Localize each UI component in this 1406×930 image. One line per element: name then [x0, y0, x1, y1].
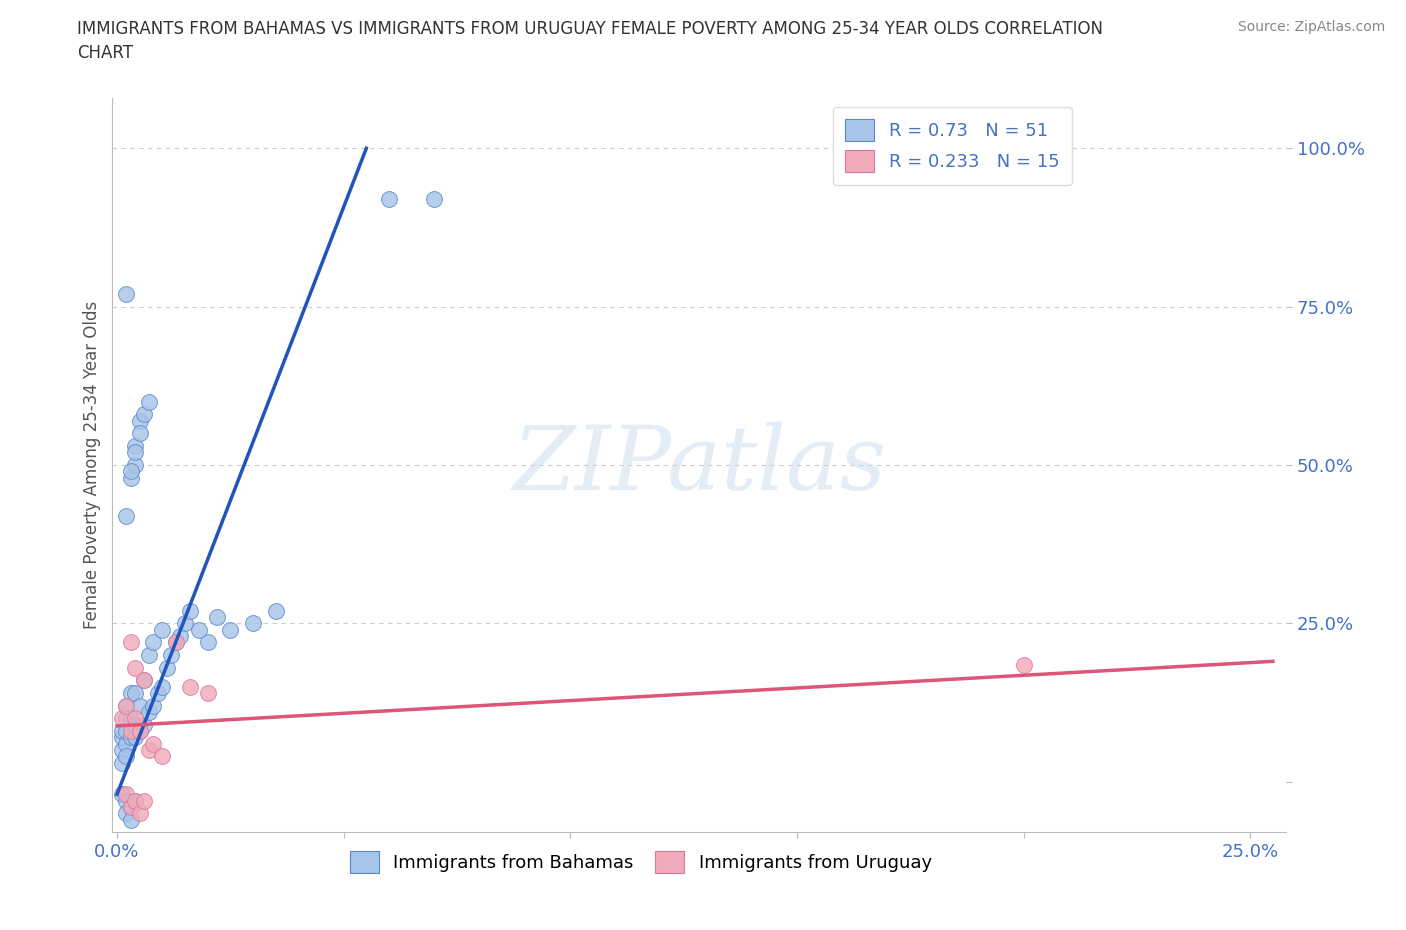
Point: [115, 793, 138, 808]
Point: [124, 458, 146, 472]
Point: [124, 445, 146, 459]
Point: [124, 439, 146, 454]
Point: [138, 647, 160, 662]
Point: [115, 508, 138, 523]
Point: [115, 749, 138, 764]
Point: [378, 192, 401, 206]
Point: [160, 647, 183, 662]
Point: [120, 800, 142, 815]
Point: [205, 609, 228, 624]
Point: [124, 711, 146, 725]
Point: [138, 394, 160, 409]
Point: [128, 724, 150, 738]
Point: [179, 604, 201, 618]
Legend: Immigrants from Bahamas, Immigrants from Uruguay: Immigrants from Bahamas, Immigrants from…: [337, 839, 945, 885]
Point: [128, 724, 150, 738]
Point: [115, 724, 138, 738]
Text: IMMIGRANTS FROM BAHAMAS VS IMMIGRANTS FROM URUGUAY FEMALE POVERTY AMONG 25-34 YE: IMMIGRANTS FROM BAHAMAS VS IMMIGRANTS FR…: [77, 20, 1104, 38]
Point: [1012, 658, 1035, 672]
Point: [423, 192, 446, 206]
Point: [120, 800, 142, 815]
Point: [115, 711, 138, 725]
Point: [110, 730, 132, 745]
Point: [110, 742, 132, 757]
Point: [134, 793, 156, 808]
Point: [120, 724, 142, 738]
Point: [138, 742, 160, 757]
Point: [120, 471, 142, 485]
Point: [124, 685, 146, 700]
Point: [115, 806, 138, 821]
Point: [128, 698, 150, 713]
Point: [150, 679, 173, 694]
Point: [179, 679, 201, 694]
Point: [110, 755, 132, 770]
Point: [120, 812, 142, 827]
Point: [197, 685, 219, 700]
Point: [124, 730, 146, 745]
Text: ZIPatlas: ZIPatlas: [512, 421, 887, 509]
Point: [150, 622, 173, 637]
Point: [134, 673, 156, 688]
Point: [197, 635, 219, 650]
Point: [128, 413, 150, 428]
Point: [124, 793, 146, 808]
Y-axis label: Female Poverty Among 25-34 Year Olds: Female Poverty Among 25-34 Year Olds: [83, 301, 101, 629]
Point: [128, 806, 150, 821]
Point: [115, 698, 138, 713]
Point: [124, 793, 146, 808]
Point: [264, 604, 287, 618]
Point: [115, 286, 138, 301]
Point: [156, 660, 179, 675]
Point: [134, 717, 156, 732]
Point: [142, 635, 165, 650]
Point: [165, 635, 187, 650]
Point: [110, 711, 132, 725]
Point: [165, 635, 187, 650]
Point: [115, 698, 138, 713]
Point: [120, 685, 142, 700]
Point: [120, 730, 142, 745]
Point: [110, 787, 132, 802]
Point: [134, 673, 156, 688]
Point: [115, 737, 138, 751]
Point: [146, 685, 169, 700]
Text: Source: ZipAtlas.com: Source: ZipAtlas.com: [1237, 20, 1385, 34]
Point: [142, 737, 165, 751]
Point: [134, 407, 156, 422]
Point: [142, 698, 165, 713]
Point: [115, 787, 138, 802]
Point: [128, 426, 150, 441]
Text: CHART: CHART: [77, 44, 134, 61]
Point: [120, 464, 142, 479]
Point: [110, 724, 132, 738]
Point: [169, 629, 191, 644]
Point: [138, 705, 160, 720]
Point: [120, 635, 142, 650]
Point: [150, 749, 173, 764]
Point: [120, 711, 142, 725]
Point: [124, 660, 146, 675]
Point: [174, 616, 197, 631]
Point: [187, 622, 209, 637]
Point: [219, 622, 242, 637]
Point: [124, 717, 146, 732]
Point: [242, 616, 264, 631]
